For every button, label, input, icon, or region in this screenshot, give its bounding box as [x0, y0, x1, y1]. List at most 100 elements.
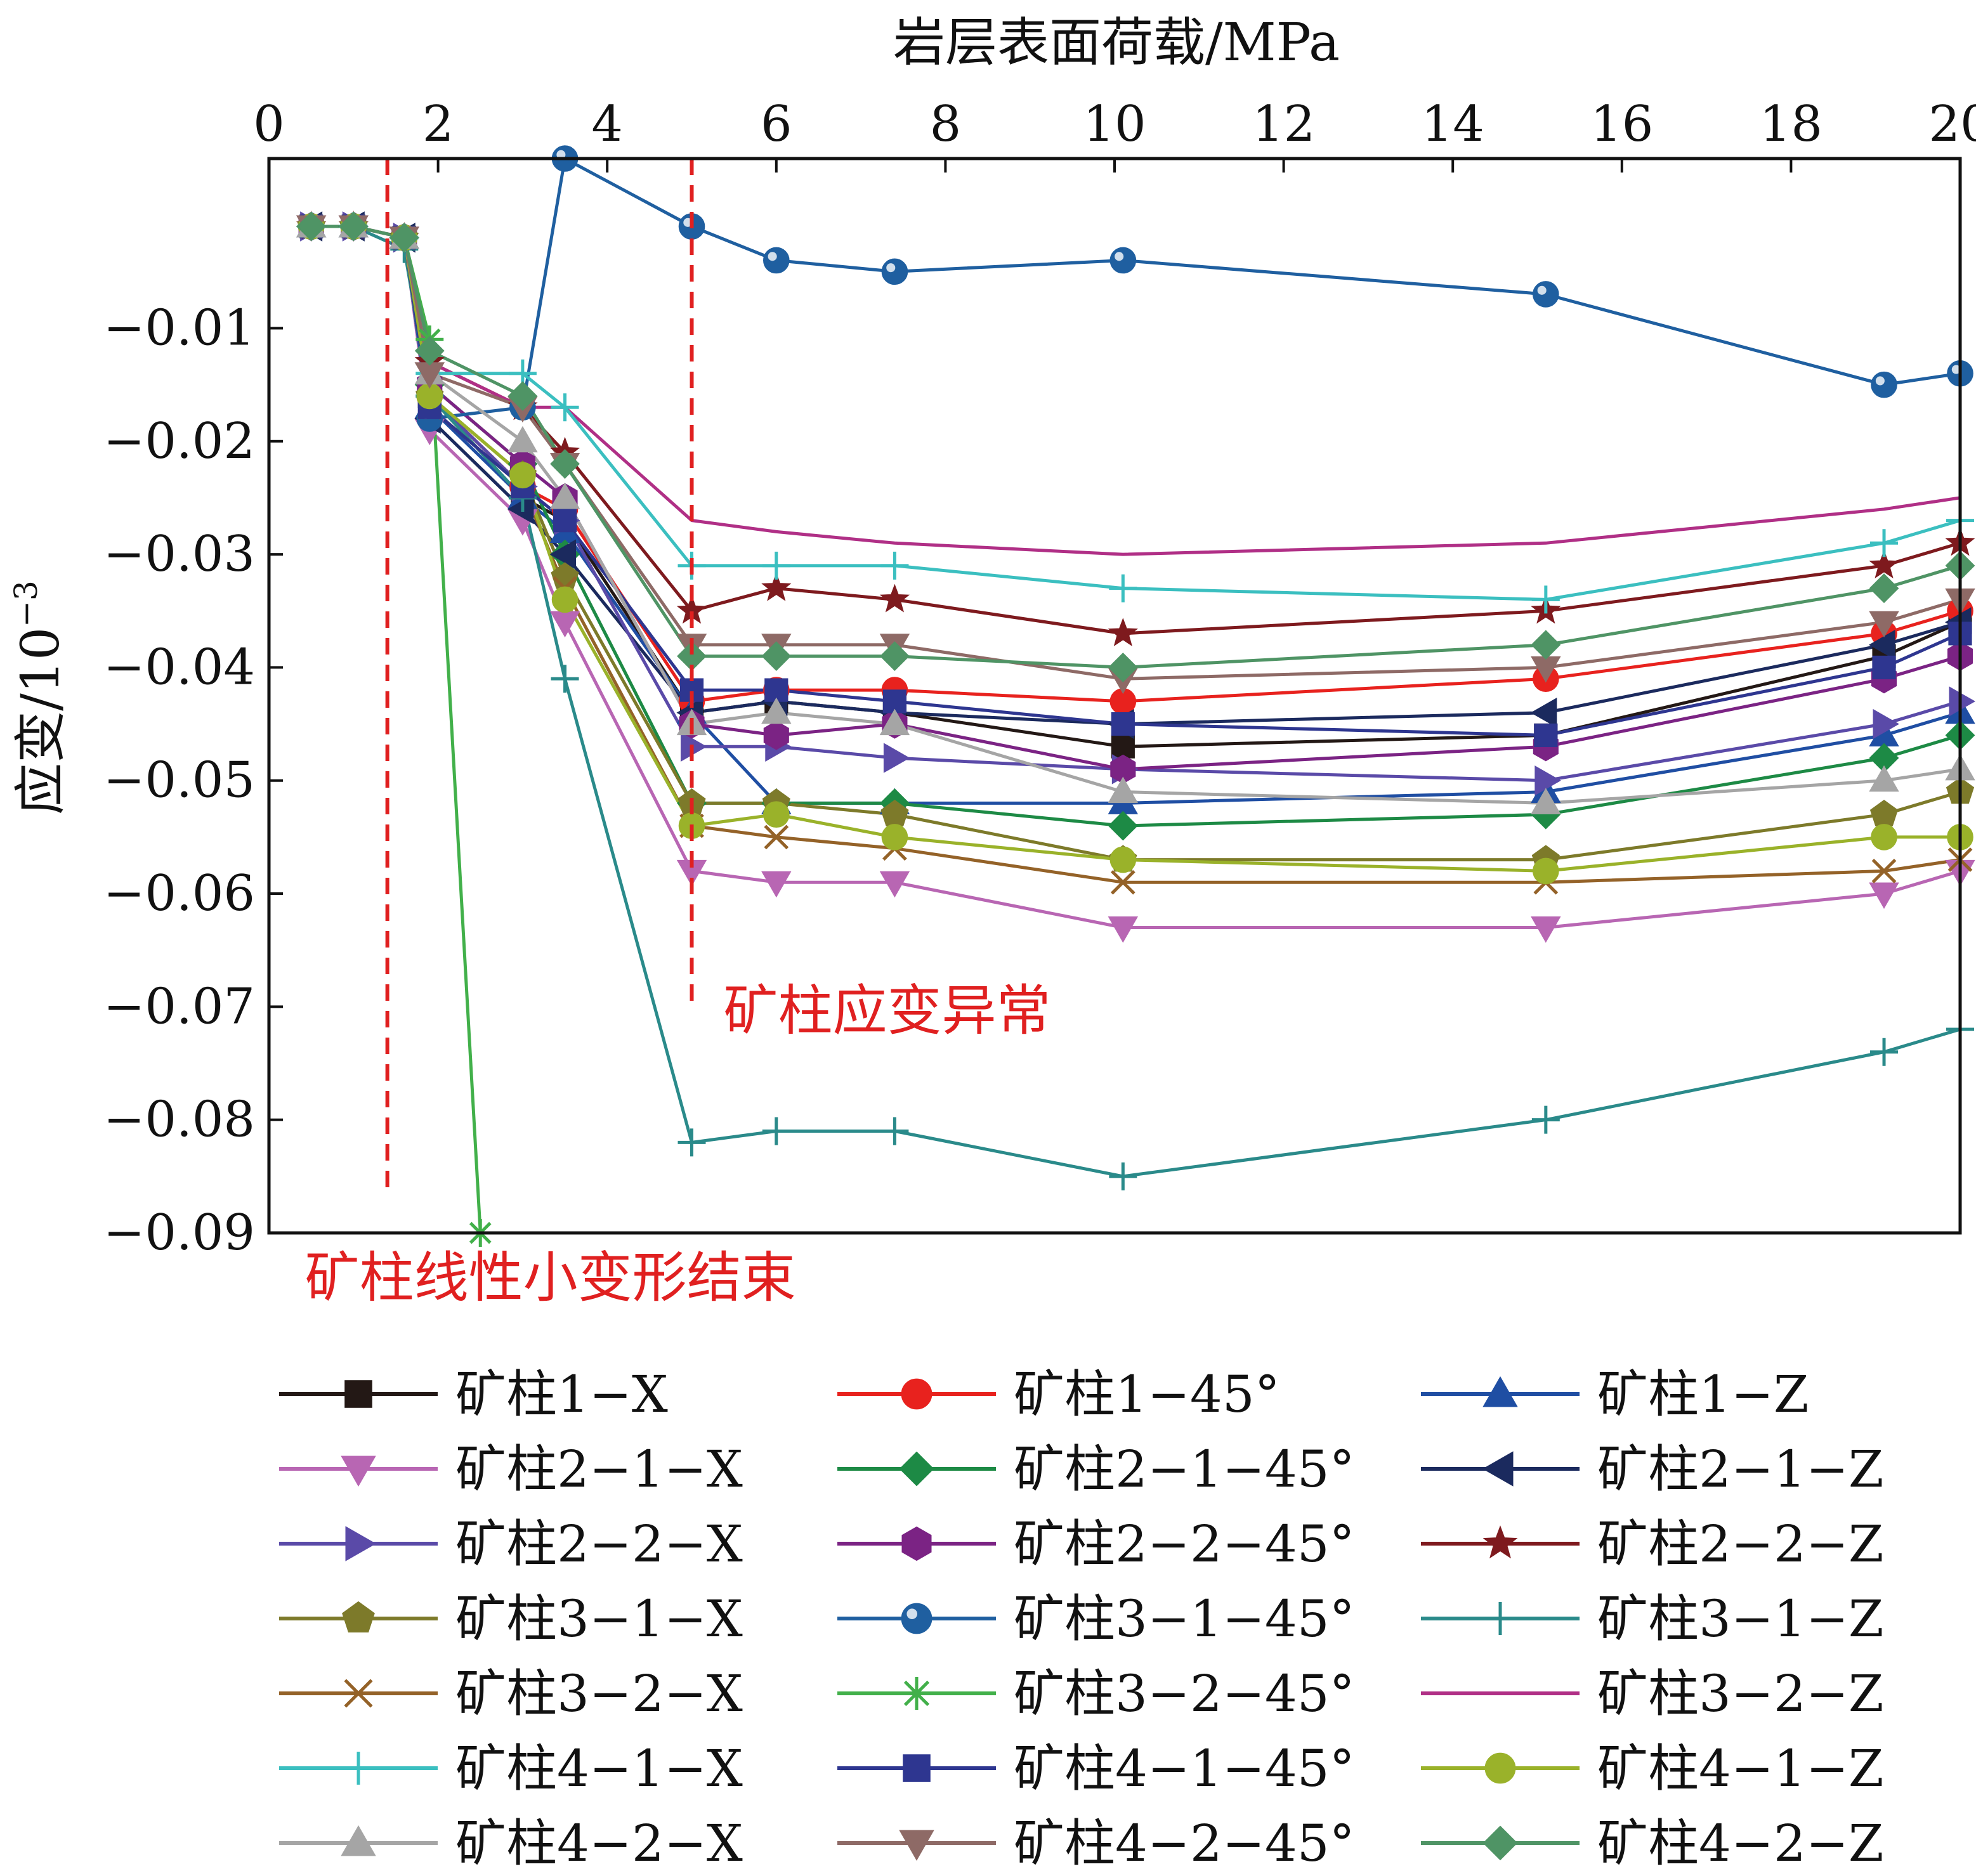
series-19-point	[1869, 611, 1899, 638]
legend-label: 矿柱4−1−45°	[1014, 1739, 1355, 1798]
x-tick-label: 14	[1422, 96, 1484, 153]
legend-label: 矿柱3−2−Z	[1597, 1664, 1883, 1723]
series-17-point	[509, 462, 536, 489]
series-3-point	[1108, 916, 1139, 943]
series-11-point	[762, 1117, 790, 1145]
series-12-point	[1871, 859, 1897, 883]
legend-label: 矿柱4−1−X	[455, 1739, 743, 1798]
series-11-point	[1109, 1162, 1137, 1190]
legend-label: 矿柱2−1−45°	[1014, 1440, 1355, 1499]
legend-label: 矿柱2−2−45°	[1014, 1514, 1355, 1573]
series-15-point	[880, 551, 909, 580]
y-tick-label: −0.04	[103, 639, 255, 696]
legend-item: 矿柱2−1−45°	[837, 1440, 1355, 1499]
series-15-point	[1870, 529, 1899, 557]
series-20-point	[1531, 630, 1561, 660]
series-11-point	[551, 665, 579, 693]
annotations: 矿柱线性小变形结束 矿柱应变异常	[305, 159, 1051, 1310]
legend-item: 矿柱3−1−X	[279, 1589, 743, 1648]
series-20-point	[338, 211, 369, 242]
legend-label: 矿柱4−2−Z	[1597, 1814, 1883, 1873]
annotation-label: 矿柱应变异常	[724, 979, 1051, 1043]
y-tick-label: −0.03	[103, 526, 255, 583]
y-tick-label: −0.02	[103, 413, 255, 470]
series-18-point	[549, 482, 580, 509]
series-18-point	[1869, 765, 1899, 792]
legend-item: 矿柱4−1−Z	[1421, 1739, 1883, 1798]
legend-label: 矿柱3−1−X	[455, 1589, 743, 1648]
series-6-point	[1534, 765, 1561, 796]
series-10-point	[1871, 371, 1897, 398]
x-tick-label: 2	[422, 96, 454, 153]
legend-label: 矿柱2−2−Z	[1597, 1514, 1883, 1573]
series-8-point	[879, 583, 910, 613]
legend-label: 矿柱1−X	[455, 1365, 668, 1424]
legend-label: 矿柱4−2−X	[455, 1814, 743, 1873]
series-3-point	[1531, 916, 1561, 943]
series-3-point	[1869, 882, 1899, 909]
legend-item: 矿柱3−1−Z	[1421, 1589, 1883, 1648]
series-12-point	[764, 824, 789, 850]
legend-item: 矿柱4−1−45°	[837, 1739, 1355, 1798]
legend-item: 矿柱2−2−45°	[837, 1514, 1355, 1573]
legend: 矿柱1−X 矿柱1−45° 矿柱1−Z 矿柱2−1−X 矿柱2−1−45° 矿柱2−1−Z…	[279, 1365, 1883, 1873]
y-tick-label: −0.05	[103, 752, 255, 809]
series-15-point	[1109, 574, 1137, 603]
legend-item: 矿柱1−Z	[1421, 1365, 1809, 1424]
plot-frame	[267, 157, 1962, 1235]
x-tick-label: 20	[1928, 96, 1976, 153]
x-tick-label: 4	[591, 96, 623, 153]
series-6-point	[1873, 708, 1900, 739]
series-15-point	[762, 551, 790, 580]
series-17-point	[1533, 857, 1559, 885]
series-5-point	[1530, 698, 1557, 728]
series-8-point	[1108, 618, 1138, 647]
series-17-point	[1871, 824, 1897, 850]
series-8-point	[761, 572, 792, 601]
y-axis-title-exponent: −3	[8, 580, 44, 627]
legend-item: 矿柱2−2−Z	[1421, 1514, 1883, 1573]
legend-item: 矿柱1−45°	[837, 1365, 1280, 1424]
x-tick-label: 6	[761, 96, 792, 153]
y-tick-label: −0.01	[103, 299, 255, 356]
series-10-point	[881, 258, 908, 285]
series-10-point	[1533, 281, 1559, 308]
series-line-13	[311, 225, 482, 1233]
y-axis-title: 应变/10−3	[8, 580, 71, 815]
axis-ticks: 0 2 4 6 8 10 12 14 16 18 20 −0.01 −0.02 −0.03 −0.04 −0.…	[103, 96, 1976, 1261]
legend-label: 矿柱4−1−Z	[1597, 1739, 1883, 1798]
series-20-point	[761, 641, 792, 672]
series-15-point	[1531, 585, 1560, 614]
series-9-point	[1869, 799, 1899, 827]
series-10-point	[763, 247, 790, 274]
legend-item: 矿柱1−X	[279, 1365, 668, 1424]
series-20-point	[389, 223, 419, 253]
legend-item: 矿柱3−2−Z	[1421, 1664, 1883, 1723]
legend-label: 矿柱3−2−X	[455, 1664, 743, 1723]
series-20-point	[1869, 573, 1899, 604]
legend-item: 矿柱3−1−45°	[837, 1589, 1355, 1648]
series-0-point	[1111, 734, 1135, 759]
series-markers	[296, 145, 1976, 1247]
legend-label: 矿柱3−2−45°	[1014, 1664, 1355, 1723]
y-tick-label: −0.08	[103, 1091, 255, 1149]
legend-item: 矿柱2−1−Z	[1421, 1440, 1883, 1499]
series-20-point	[507, 381, 538, 411]
series-6-point	[883, 743, 910, 773]
series-16-point	[553, 509, 577, 533]
series-11-point	[880, 1117, 909, 1145]
x-tick-label: 12	[1252, 96, 1315, 153]
series-10-point	[1109, 247, 1137, 274]
legend-item: 矿柱2−1−X	[279, 1440, 743, 1499]
series-20-point	[550, 449, 580, 479]
series-17-point	[1109, 846, 1137, 873]
series-7-point	[763, 720, 789, 750]
series-18-point	[879, 708, 910, 736]
series-5-point	[1869, 630, 1895, 660]
x-axis-title: 岩层表面荷载/MPa	[893, 13, 1340, 73]
x-tick-label: 8	[930, 96, 962, 153]
y-tick-label: −0.06	[103, 865, 255, 922]
series-5-point	[507, 494, 534, 524]
legend-label: 矿柱3−1−Z	[1597, 1589, 1883, 1648]
series-15-point	[551, 393, 579, 422]
